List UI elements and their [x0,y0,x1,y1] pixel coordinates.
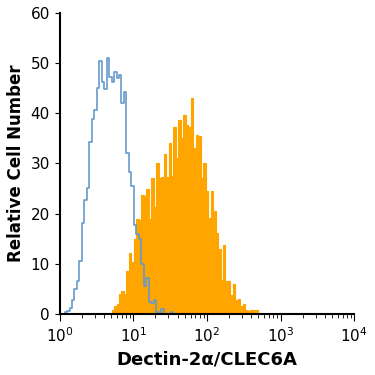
Y-axis label: Relative Cell Number: Relative Cell Number [7,64,25,262]
X-axis label: Dectin-2α/CLEC6A: Dectin-2α/CLEC6A [117,350,297,368]
